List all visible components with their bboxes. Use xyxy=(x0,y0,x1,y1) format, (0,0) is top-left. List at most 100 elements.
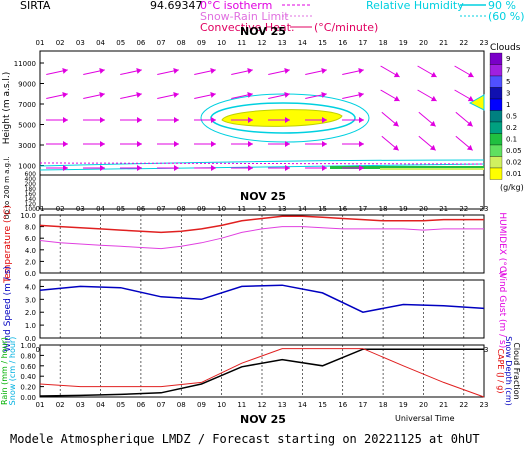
wind-arrow-head xyxy=(210,68,216,74)
temp-ticks: 10.0 8.0 6.0 4.0 2.0 0.0 xyxy=(20,212,44,278)
wind-arrow-head xyxy=(467,95,474,102)
hour-label: 11 xyxy=(237,39,246,47)
wind-arrow-icon xyxy=(194,141,216,147)
wind-arrow-icon xyxy=(83,165,105,171)
wind-arrow-icon xyxy=(381,111,399,127)
wind-arrow-head xyxy=(467,71,474,78)
hour-label: 16 xyxy=(338,401,347,409)
hour-label: 18 xyxy=(379,205,388,213)
forecast-title: Modele Atmospherique LMDZ / Forecast sta… xyxy=(10,432,480,446)
wind-arrow-icon xyxy=(157,141,179,147)
colorbar-label: 9 xyxy=(506,55,510,63)
y-tick-label: 0.60 xyxy=(20,363,36,371)
wind-arrow-head xyxy=(63,165,68,171)
legend-convective: Convective Heat. xyxy=(200,21,294,34)
wind-arrow-icon xyxy=(305,68,327,75)
wind-arrow-head xyxy=(284,92,290,98)
hour-label: 08 xyxy=(177,39,186,47)
wind-arrow-head xyxy=(429,144,436,151)
colorbar-label: 0.2 xyxy=(506,124,517,132)
height-tick: 1000 xyxy=(18,163,36,171)
legend-rh: Relative Humidity xyxy=(366,0,464,12)
agl-tick: 400 xyxy=(25,176,37,183)
rh-low-contour-1 xyxy=(39,159,485,167)
colorbar-label: 1 xyxy=(506,101,510,109)
legend-rh60: (60 %) xyxy=(488,10,525,23)
wind-arrow-icon xyxy=(46,117,68,123)
date-label-bottom: NOV 25 xyxy=(240,413,286,426)
wind-arrow-icon xyxy=(157,92,179,99)
colorbar-swatch xyxy=(489,98,503,111)
hour-label: 08 xyxy=(177,401,186,409)
hour-label: 02 xyxy=(56,205,65,213)
wind-arrow-head xyxy=(211,117,216,123)
wind-arrow-icon xyxy=(46,165,68,171)
hour-label: 23 xyxy=(480,401,489,409)
wind-arrow-head xyxy=(247,92,253,98)
y-tick-label: 1.0 xyxy=(25,322,36,330)
wind-arrow-icon xyxy=(342,165,364,171)
colorbar-label: 0.1 xyxy=(506,136,517,144)
y-tick-label: 4.0 xyxy=(25,283,36,291)
wind-arrow-head xyxy=(248,165,253,171)
universal-time-label: Universal Time xyxy=(395,414,455,423)
wind-arrow-head xyxy=(322,141,327,147)
wind-arrow-icon xyxy=(46,141,68,147)
cloud-colorbar: 9 7 5 3 1 0.5 0.2 0.1 0.05 0.02 0.01 xyxy=(489,52,522,180)
wind-arrow-head xyxy=(211,165,216,171)
y-tick-label: 0.0 xyxy=(25,335,36,343)
hour-label: 22 xyxy=(459,205,468,213)
clouds-title: Clouds xyxy=(490,43,521,53)
colorbar-swatch xyxy=(489,144,503,157)
wind-arrow-head xyxy=(393,71,400,78)
wind-arrow-head xyxy=(137,141,142,147)
wind-arrow-head xyxy=(285,117,290,123)
hour-label: 08 xyxy=(177,205,186,213)
hour-label: 17 xyxy=(358,39,367,47)
wind-arrow-icon xyxy=(157,68,179,75)
colorbar-swatch xyxy=(489,64,503,77)
hour-label: 13 xyxy=(278,205,287,213)
wind-arrow-icon xyxy=(381,135,399,151)
date-label-top: NOV 25 xyxy=(240,25,286,38)
agl-tick: 140 xyxy=(25,196,37,203)
y-tick-label: 10.0 xyxy=(20,212,36,220)
wind-arrow-icon xyxy=(305,165,327,171)
wind-arrow-head xyxy=(211,141,216,147)
hour-label: 14 xyxy=(298,401,307,409)
wind-arrow-icon xyxy=(268,141,290,147)
height-tick: 3000 xyxy=(18,142,36,150)
hour-label: 09 xyxy=(197,39,206,47)
wind-arrow-head xyxy=(321,68,327,74)
wind-arrow-icon xyxy=(194,165,216,171)
hour-label: 07 xyxy=(157,205,166,213)
hour-label: 04 xyxy=(96,205,105,213)
wind-arrow-head xyxy=(62,68,68,74)
station-name: SIRTA xyxy=(20,0,51,12)
wind-arrow-icon xyxy=(46,68,68,75)
hour-label: 17 xyxy=(358,205,367,213)
colorbar-swatch xyxy=(489,75,503,88)
wind-arrow-icon xyxy=(231,165,253,171)
wind-arrow-head xyxy=(466,144,473,151)
cloud-height-panel: 11000 9000 7000 5000 3000 1000 Height (m a.s.… xyxy=(2,50,485,220)
wind-arrow-head xyxy=(62,92,68,98)
wind-arrow-head xyxy=(173,68,179,74)
hour-label: 10 xyxy=(217,39,226,47)
hour-label: 15 xyxy=(318,401,327,409)
colorbar-swatch xyxy=(489,156,503,169)
hour-labels-bottom: 01 02 03 04 05 06 07 08 09 10 11 12 13 14 15 16 17 18 19 20… xyxy=(36,401,489,409)
wind-arrow-head xyxy=(136,92,142,98)
rain-axis-label: Rain (mm / hour) xyxy=(0,337,9,405)
hour-label: 02 xyxy=(56,401,65,409)
wind-arrow-icon xyxy=(120,117,142,123)
hour-label: 04 xyxy=(96,401,105,409)
wind-series xyxy=(39,284,485,313)
wind-arrow-icon xyxy=(455,111,473,127)
wind-arrow-head xyxy=(466,120,473,127)
wind-arrow-icon xyxy=(268,68,290,75)
hour-label: 06 xyxy=(136,205,145,213)
series-line xyxy=(39,348,484,397)
